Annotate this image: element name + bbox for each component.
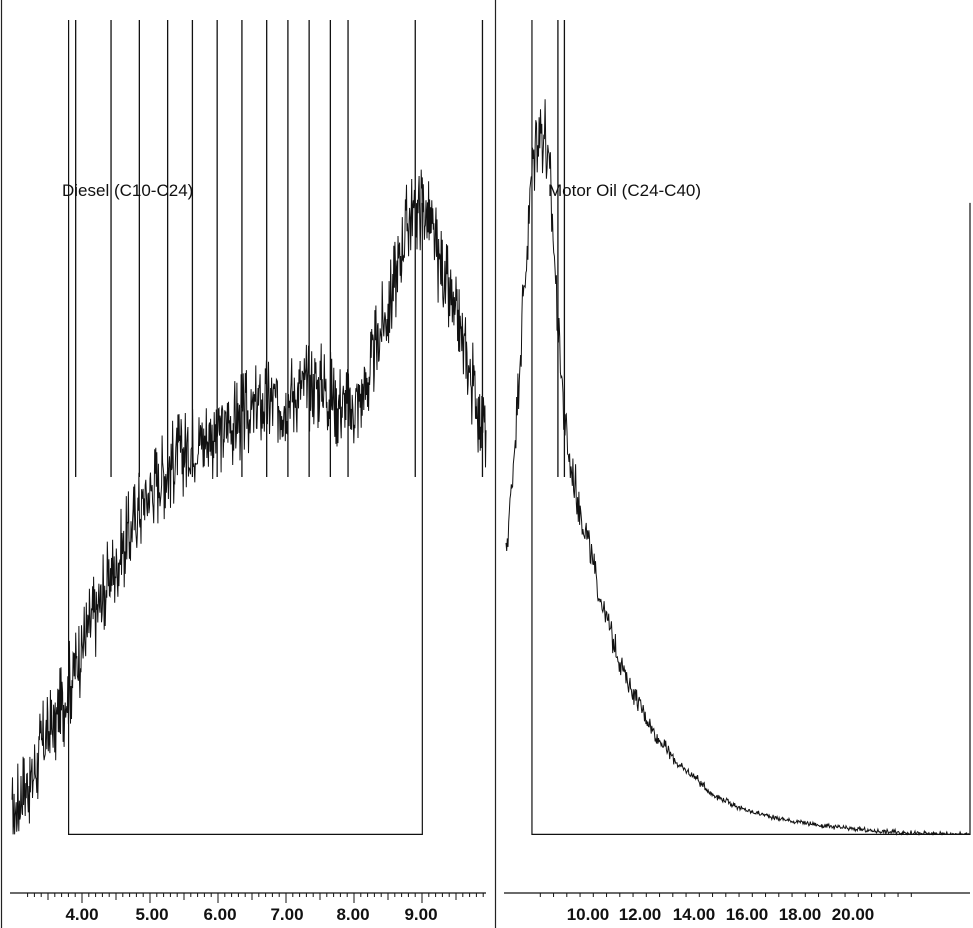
diesel-panel <box>10 20 487 903</box>
motor-oil-tick-label: 10.00 <box>567 905 610 924</box>
diesel-tick-label: 4.00 <box>65 905 98 924</box>
diesel-tick-label: 5.00 <box>135 905 168 924</box>
integration-window <box>531 20 971 835</box>
diesel-tick-label: 9.00 <box>404 905 437 924</box>
motor-oil-tick-label: 16.00 <box>726 905 769 924</box>
motor-oil-label: Motor Oil (C24-C40) <box>548 181 701 200</box>
diesel-tick-label: 8.00 <box>336 905 369 924</box>
chromatogram-trace <box>505 99 971 836</box>
chromatogram-trace <box>11 169 487 835</box>
diesel-tick-label: 6.00 <box>203 905 236 924</box>
motor-oil-tick-label: 14.00 <box>673 905 716 924</box>
motor-oil-tick-label: 20.00 <box>832 905 875 924</box>
diesel-label: Diesel (C10-C24) <box>62 181 193 200</box>
motor-oil-tick-label: 18.00 <box>779 905 822 924</box>
integration-window <box>67 20 423 835</box>
diesel-tick-label: 7.00 <box>270 905 303 924</box>
motor-oil-x-axis: 10.00 12.00 14.00 16.00 18.00 20.00 <box>567 905 875 924</box>
motor-oil-panel <box>504 20 971 897</box>
motor-oil-tick-label: 12.00 <box>619 905 662 924</box>
diesel-x-axis: 4.00 5.00 6.00 7.00 8.00 9.00 <box>65 905 437 924</box>
